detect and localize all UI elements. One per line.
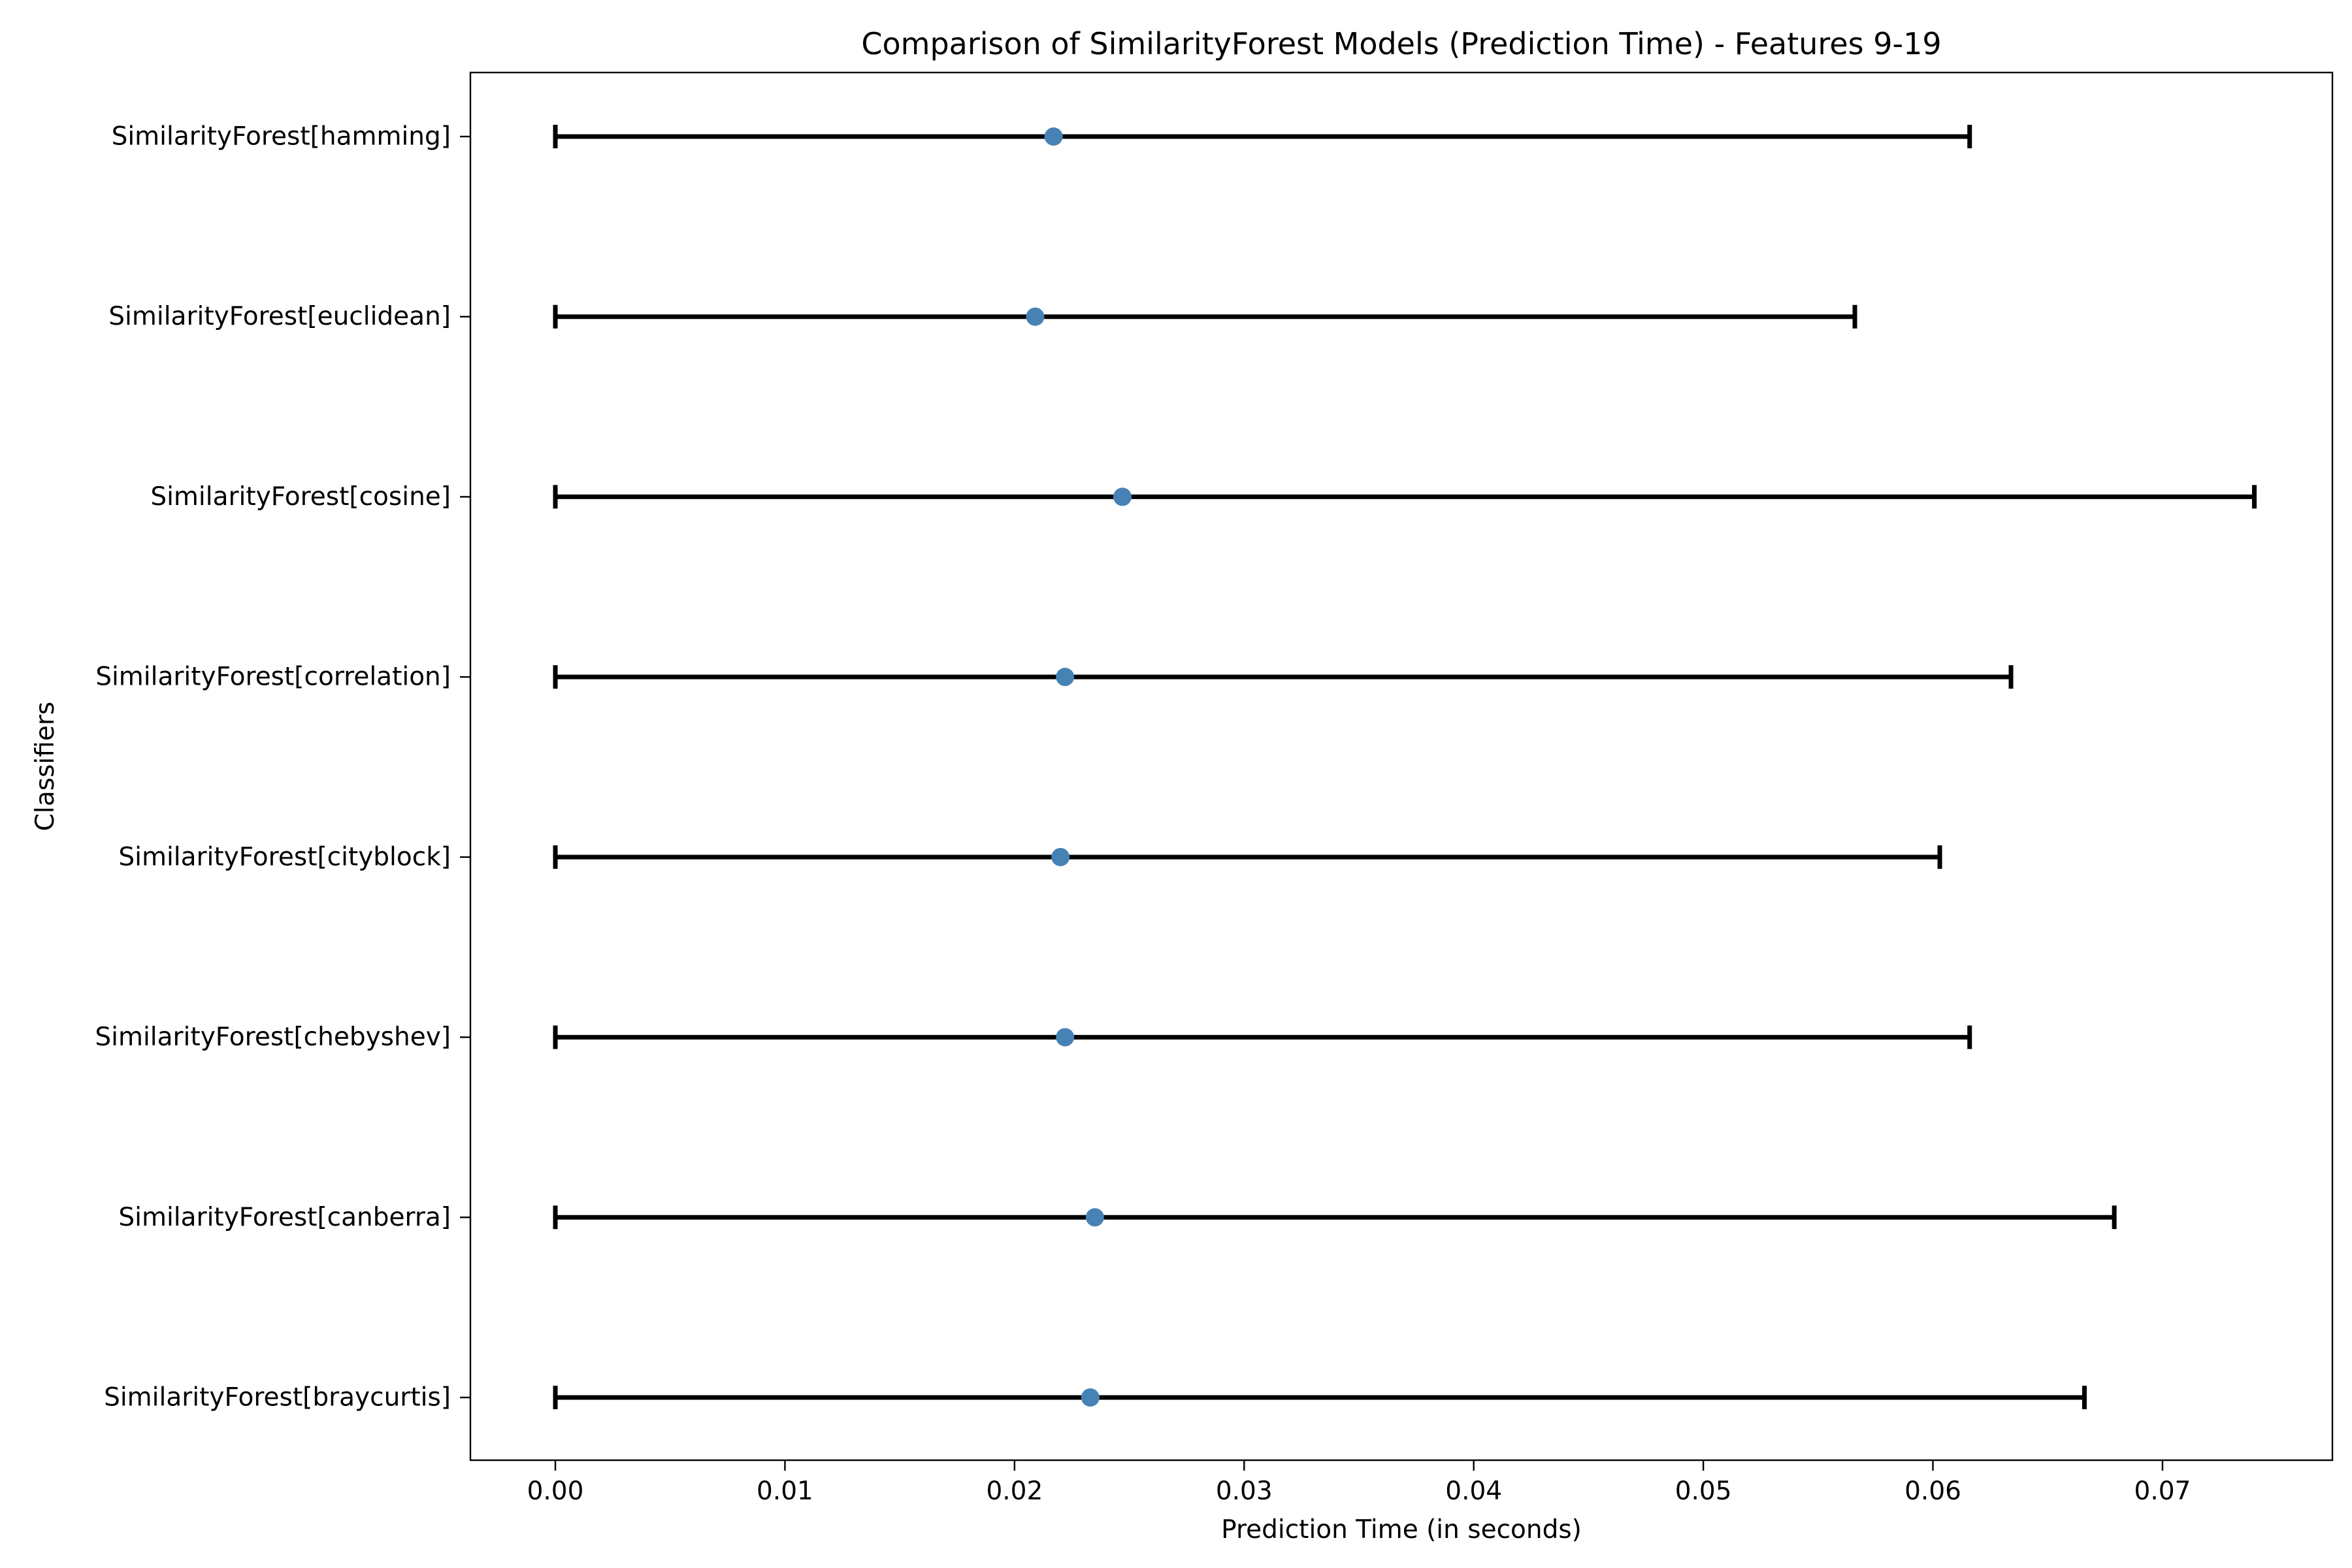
errorbar-group bbox=[553, 485, 2257, 509]
mean-point bbox=[1056, 1028, 1075, 1047]
x-tick-label: 0.02 bbox=[986, 1477, 1043, 1506]
mean-point bbox=[1081, 1388, 1100, 1407]
x-tick-label: 0.00 bbox=[527, 1477, 584, 1506]
y-tick-label: SimilarityForest[cosine] bbox=[150, 482, 451, 512]
errorbar-group bbox=[553, 845, 1942, 869]
mean-point bbox=[1026, 307, 1045, 326]
mean-point bbox=[1113, 487, 1132, 506]
errorbar-group bbox=[553, 1205, 2117, 1230]
y-tick-label: SimilarityForest[cityblock] bbox=[118, 842, 451, 872]
x-axis-ticks: 0.00 0.01 0.02 0.03 0.04 0.05 0.06 0.07 bbox=[527, 1460, 2191, 1506]
plot-frame bbox=[469, 71, 2334, 1462]
x-tick-label: 0.04 bbox=[1445, 1477, 1502, 1506]
errorbar-group bbox=[553, 304, 1857, 329]
y-axis-label: Classifiers bbox=[31, 702, 60, 831]
errorbar-group bbox=[553, 125, 1972, 148]
errorbar-group bbox=[553, 1386, 2087, 1409]
x-axis-label: Prediction Time (in seconds) bbox=[1221, 1515, 1582, 1544]
x-tick-label: 0.03 bbox=[1216, 1477, 1273, 1506]
chart-title: Comparison of SimilarityForest Models (P… bbox=[861, 26, 1941, 61]
y-tick-label: SimilarityForest[euclidean] bbox=[108, 302, 451, 331]
mean-point bbox=[1051, 847, 1070, 866]
x-tick-label: 0.05 bbox=[1675, 1477, 1732, 1506]
y-tick-label: SimilarityForest[canberra] bbox=[118, 1203, 451, 1232]
x-tick-label: 0.01 bbox=[757, 1477, 813, 1506]
x-tick-label: 0.06 bbox=[1904, 1477, 1961, 1506]
x-tick-label: 0.07 bbox=[2134, 1477, 2191, 1506]
mean-point bbox=[1044, 127, 1063, 146]
mean-point bbox=[1056, 668, 1075, 687]
y-tick-label: SimilarityForest[braycurtis] bbox=[104, 1383, 451, 1413]
y-tick-label: SimilarityForest[hamming] bbox=[112, 122, 451, 152]
errorbar-group bbox=[553, 1025, 1972, 1049]
mean-point bbox=[1085, 1208, 1104, 1227]
y-tick-label: SimilarityForest[correlation] bbox=[95, 662, 451, 692]
errorbar-group bbox=[553, 665, 2014, 689]
plot-area bbox=[553, 125, 2257, 1409]
y-tick-label: SimilarityForest[chebyshev] bbox=[95, 1022, 451, 1052]
y-axis-ticks: SimilarityForest[hamming] SimilarityFores… bbox=[95, 122, 470, 1413]
